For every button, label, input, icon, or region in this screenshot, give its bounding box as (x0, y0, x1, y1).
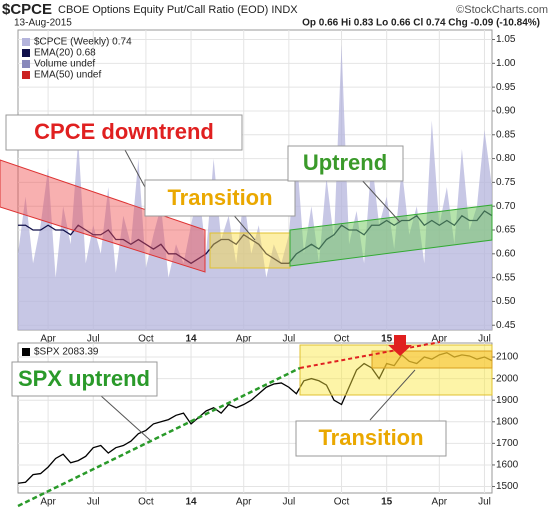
label-box (287, 145, 404, 182)
callout (99, 394, 151, 441)
chart-subtitle: CBOE Options Equity Put/Call Ratio (EOD)… (58, 4, 298, 16)
annotation: SPX uptrend (18, 366, 150, 391)
x-tick-label: Jul (282, 334, 295, 345)
x-tick-label: Oct (334, 497, 350, 508)
arrow (388, 335, 412, 356)
quote: Op 0.66 Hi 0.83 Lo 0.66 Cl 0.74 Chg -0.0… (302, 18, 540, 29)
y-tick-label: 1600 (496, 460, 519, 471)
x-tick-label: Oct (138, 497, 154, 508)
x-tick-label: Apr (236, 497, 252, 508)
y-tick-label: 0.45 (496, 320, 516, 331)
legend-swatch (22, 71, 30, 79)
legend-swatch (22, 348, 30, 356)
label-box (295, 420, 447, 457)
y-tick-label: 1500 (496, 481, 519, 492)
x-tick-label: 14 (185, 334, 197, 345)
uptrend-channel (289, 204, 493, 267)
annotation: Transition (318, 425, 423, 450)
annotation: Uptrend (303, 150, 387, 175)
x-tick-label: Apr (432, 334, 448, 345)
legend-label: EMA(50) undef (34, 70, 101, 81)
y-tick-label: 1800 (496, 416, 519, 427)
y-tick-label: 0.85 (496, 129, 516, 140)
x-tick-label: Apr (236, 334, 252, 345)
y-tick-label: 0.55 (496, 272, 516, 283)
annotation: Transition (167, 185, 272, 210)
x-tick-label: 15 (381, 497, 393, 508)
x-tick-label: Oct (138, 334, 154, 345)
legend-label: $SPX 2083.39 (34, 347, 99, 358)
annotation: CPCE downtrend (34, 119, 214, 144)
source: ©StockCharts.com (456, 4, 548, 16)
y-tick-label: 0.75 (496, 177, 516, 188)
label-box (144, 179, 296, 217)
date: 13-Aug-2015 (14, 18, 72, 29)
y-tick-label: 0.70 (496, 201, 516, 212)
legend-label: Volume undef (34, 59, 95, 70)
legend-swatch (22, 60, 30, 68)
trend-line (299, 341, 441, 369)
x-tick-label: Apr (40, 497, 56, 508)
y-tick-label: 1900 (496, 395, 519, 406)
x-tick-label: Jul (282, 497, 295, 508)
callout (359, 177, 401, 223)
range-box (371, 350, 493, 369)
transition-box (209, 232, 291, 269)
y-tick-label: 1.00 (496, 58, 516, 69)
x-tick-label: Jul (478, 334, 491, 345)
y-tick-label: 0.90 (496, 106, 516, 117)
x-tick-label: 14 (185, 497, 197, 508)
callout (369, 369, 416, 421)
legend-swatch (22, 49, 30, 57)
x-tick-label: 15 (381, 334, 393, 345)
y-tick-label: 2100 (496, 352, 519, 363)
x-tick-label: Apr (432, 497, 448, 508)
x-tick-label: Apr (40, 334, 56, 345)
y-tick-label: 0.65 (496, 225, 516, 236)
x-tick-label: Jul (87, 334, 100, 345)
area (18, 44, 492, 331)
legend-label: EMA(20) 0.68 (34, 48, 96, 59)
x-tick-label: Jul (87, 497, 100, 508)
y-tick-label: 0.50 (496, 296, 516, 307)
y-tick-label: 0.60 (496, 248, 516, 259)
trend-line (17, 366, 301, 508)
legend-swatch (22, 38, 30, 46)
y-tick-label: 0.80 (496, 153, 516, 164)
x-tick-label: Jul (478, 497, 491, 508)
legend-label: $CPCE (Weekly) 0.74 (34, 37, 132, 48)
downtrend-channel (0, 159, 206, 273)
y-tick-label: 1700 (496, 438, 519, 449)
label-box (5, 114, 243, 151)
y-tick-label: 2000 (496, 373, 519, 384)
y-tick-label: 0.95 (496, 82, 516, 93)
x-tick-label: Oct (334, 334, 350, 345)
y-tick-label: 1.05 (496, 34, 516, 45)
chart-title: $CPCE (2, 1, 52, 18)
label-box (11, 361, 158, 397)
